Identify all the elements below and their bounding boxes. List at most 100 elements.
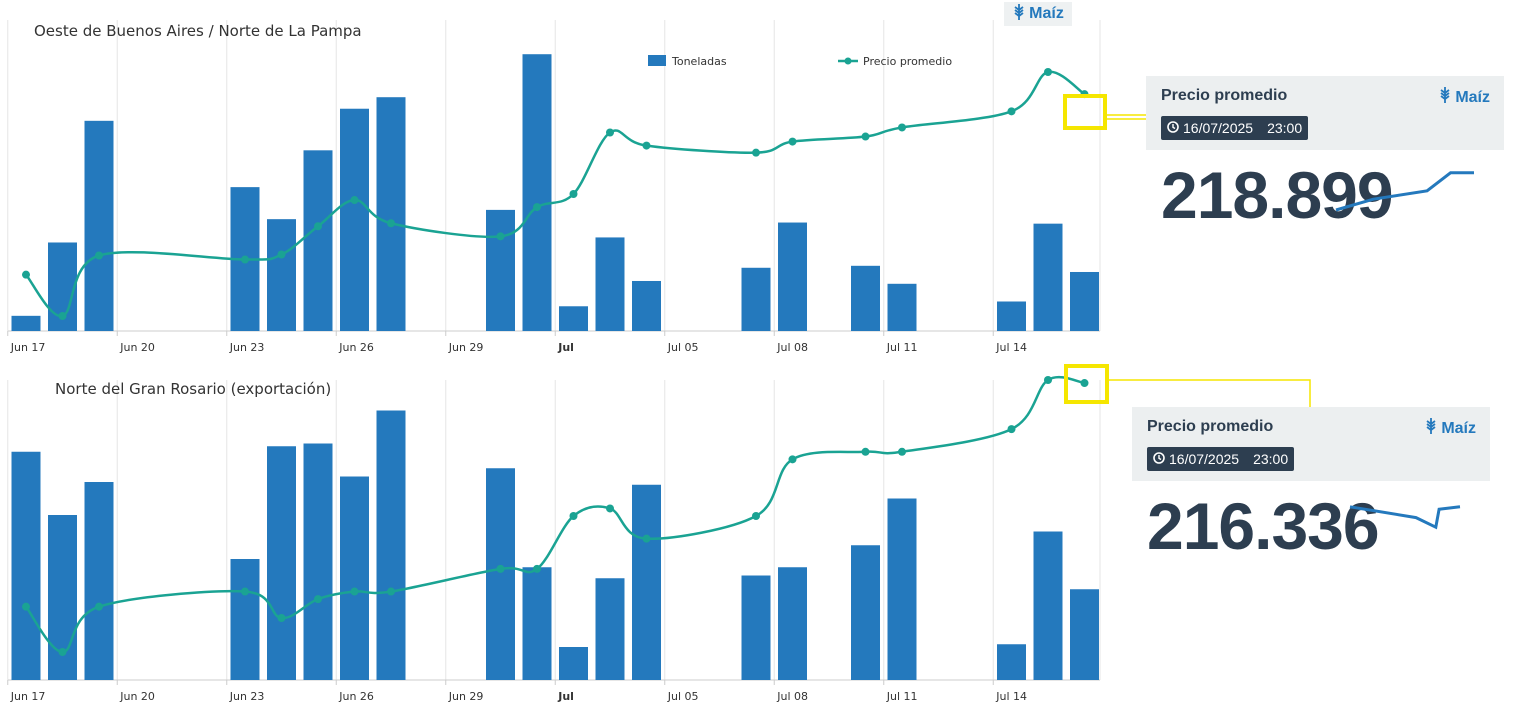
bar[interactable] xyxy=(1070,589,1099,680)
price-point[interactable] xyxy=(1080,379,1089,388)
bar[interactable] xyxy=(1033,531,1063,681)
price-point[interactable] xyxy=(1007,425,1016,434)
price-value: 216.336 xyxy=(1147,489,1380,563)
bar[interactable] xyxy=(230,559,260,680)
bar[interactable] xyxy=(997,644,1026,680)
bar[interactable] xyxy=(851,545,880,680)
bar[interactable] xyxy=(632,484,661,680)
bar[interactable] xyxy=(486,209,515,331)
price-point[interactable] xyxy=(58,648,67,656)
price-point[interactable] xyxy=(350,587,359,596)
bar[interactable] xyxy=(595,237,625,331)
legend[interactable]: Toneladas Precio promedio xyxy=(648,55,952,68)
bar[interactable] xyxy=(741,267,771,331)
bar[interactable] xyxy=(522,567,552,680)
bar[interactable] xyxy=(11,315,41,331)
chart-title: Oeste de Buenos Aires / Norte de La Pamp… xyxy=(34,22,362,40)
bar[interactable] xyxy=(559,647,588,680)
price-card[interactable]: Precio promedio Maíz 16/07/2025 23:00 21… xyxy=(1146,76,1504,240)
bar[interactable] xyxy=(267,446,296,680)
bar[interactable] xyxy=(778,567,807,680)
price-point[interactable] xyxy=(569,190,578,198)
price-point[interactable] xyxy=(788,455,797,464)
sparkline xyxy=(1349,505,1461,530)
bar[interactable] xyxy=(887,283,917,331)
bar[interactable] xyxy=(997,301,1026,331)
bar[interactable] xyxy=(84,120,114,331)
price-point[interactable] xyxy=(642,534,651,543)
bar[interactable] xyxy=(559,306,588,331)
price-point[interactable] xyxy=(241,255,249,264)
price-point[interactable] xyxy=(314,222,322,231)
price-point[interactable] xyxy=(861,447,870,456)
legend-line-label[interactable]: Precio promedio xyxy=(863,55,952,68)
price-point[interactable] xyxy=(898,123,906,132)
bar[interactable] xyxy=(303,150,333,331)
price-card-product[interactable]: Maíz xyxy=(1438,87,1490,108)
price-point[interactable] xyxy=(533,564,541,573)
bar[interactable] xyxy=(887,498,917,681)
price-point[interactable] xyxy=(241,587,249,596)
price-point[interactable] xyxy=(58,312,67,320)
price-point[interactable] xyxy=(1044,68,1052,76)
price-value: 218.899 xyxy=(1161,158,1394,232)
timestamp-time: 23:00 xyxy=(1267,120,1303,136)
price-point[interactable] xyxy=(861,132,870,141)
bar[interactable] xyxy=(632,280,661,331)
price-point[interactable] xyxy=(95,602,103,611)
bar[interactable] xyxy=(376,410,406,681)
price-point[interactable] xyxy=(606,504,614,513)
bar[interactable] xyxy=(340,476,369,681)
highlight-box-last-price xyxy=(1063,94,1107,130)
price-point[interactable] xyxy=(314,595,322,604)
product-badge[interactable]: Maíz xyxy=(1004,2,1072,26)
bar[interactable] xyxy=(741,575,771,681)
price-point[interactable] xyxy=(22,602,30,611)
x-tick-label: Jul 05 xyxy=(667,690,699,703)
price-point[interactable] xyxy=(752,512,760,520)
bar[interactable] xyxy=(486,468,515,680)
price-point[interactable] xyxy=(277,614,286,622)
bar[interactable] xyxy=(303,443,333,681)
gridlines xyxy=(7,20,1101,331)
clock-icon xyxy=(1153,451,1165,467)
price-point[interactable] xyxy=(350,196,359,205)
legend-line-marker xyxy=(844,57,852,65)
price-point[interactable] xyxy=(387,219,395,228)
timestamp-time: 23:00 xyxy=(1253,451,1289,467)
line-series-precio-promedio xyxy=(22,375,1089,656)
bar[interactable] xyxy=(778,222,807,331)
bar[interactable] xyxy=(851,265,880,331)
price-point[interactable] xyxy=(533,203,541,212)
price-point[interactable] xyxy=(387,587,395,596)
bar[interactable] xyxy=(522,54,552,332)
bar[interactable] xyxy=(11,451,41,680)
legend-bar-label[interactable]: Toneladas xyxy=(671,55,727,68)
price-point[interactable] xyxy=(642,141,651,150)
price-point[interactable] xyxy=(606,128,614,137)
price-point[interactable] xyxy=(1044,376,1052,384)
price-point[interactable] xyxy=(496,232,505,241)
price-point[interactable] xyxy=(1007,107,1016,116)
price-point[interactable] xyxy=(496,564,505,573)
bar[interactable] xyxy=(267,219,296,331)
price-point[interactable] xyxy=(22,270,30,279)
bar[interactable] xyxy=(84,482,114,680)
price-point[interactable] xyxy=(752,148,760,157)
x-tick-label: Jul 08 xyxy=(776,341,808,354)
price-point[interactable] xyxy=(277,250,286,259)
price-point[interactable] xyxy=(569,512,578,520)
bar[interactable] xyxy=(376,97,406,331)
bar[interactable] xyxy=(595,578,625,680)
price-point[interactable] xyxy=(898,447,906,456)
x-tick-label: Jul 11 xyxy=(886,341,918,354)
price-card-product[interactable]: Maíz xyxy=(1424,418,1476,439)
price-card[interactable]: Precio promedio Maíz 16/07/2025 23:00 21… xyxy=(1132,407,1490,571)
price-point[interactable] xyxy=(95,251,103,260)
bar[interactable] xyxy=(1033,223,1063,331)
wheat-icon xyxy=(1424,418,1438,439)
x-tick-label: Jun 29 xyxy=(448,341,484,354)
bar[interactable] xyxy=(1070,271,1099,331)
price-point[interactable] xyxy=(788,137,797,146)
bar[interactable] xyxy=(340,108,369,331)
